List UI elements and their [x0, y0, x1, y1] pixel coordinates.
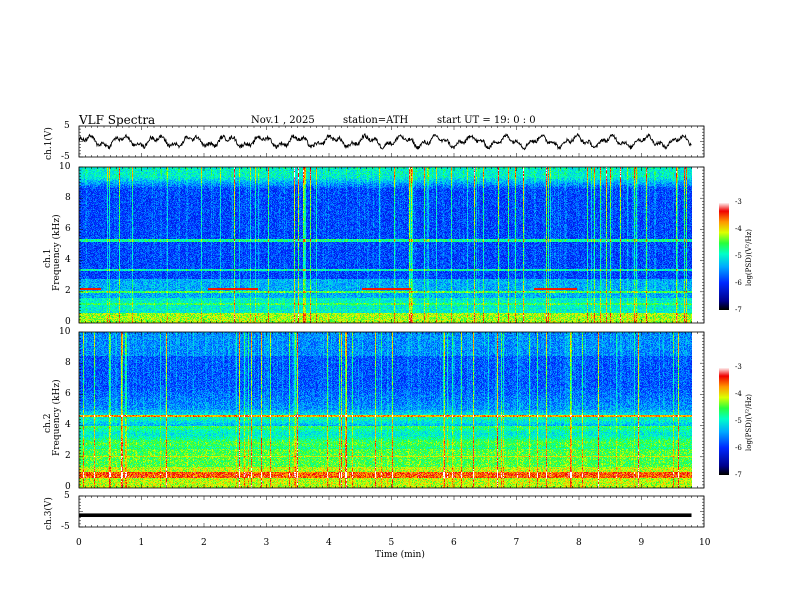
- ch2-spectrogram-frame: [78, 331, 705, 489]
- ch3-ytick-top: 5: [64, 491, 70, 501]
- ch1-spectrogram-frame: [78, 166, 705, 324]
- x-tick-label: 7: [513, 538, 520, 548]
- ch1-spectrogram-image: [79, 167, 693, 323]
- spec2-ytick: 10: [59, 327, 71, 337]
- spec1-ytick: 0: [65, 317, 71, 327]
- spec1-ytick: 6: [65, 224, 71, 234]
- cb2-tick: -5: [735, 417, 742, 425]
- ch3-waveform-line: [79, 513, 692, 518]
- cb2-tick: -4: [735, 390, 742, 398]
- spec2-ytick: 0: [65, 482, 71, 492]
- x-tick-label: 0: [76, 538, 82, 548]
- x-tick-label: 9: [638, 538, 645, 548]
- cb1-tick: -7: [735, 306, 742, 314]
- x-tick-label: 8: [576, 538, 582, 548]
- x-tick-label: 5: [388, 538, 395, 548]
- spec2-ytick: 2: [65, 451, 71, 461]
- x-tick-label: 2: [201, 538, 207, 548]
- cb2-tick: -7: [735, 471, 742, 479]
- ch3-waveform-ylabel: ch.3(V): [44, 497, 54, 530]
- spec1-ylabel: Frequency (kHz): [52, 214, 62, 291]
- spec2-ytick: 8: [65, 358, 71, 368]
- ch1-ytick-bottom: -5: [61, 152, 70, 162]
- start-time-label: start UT = 19: 0 : 0: [437, 115, 536, 126]
- spec1-ytick: 4: [65, 255, 71, 265]
- ch3-waveform-frame: [78, 495, 705, 528]
- spec2-ylabel: Frequency (kHz): [52, 379, 62, 456]
- x-tick-label: 1: [138, 538, 145, 548]
- cb1-label: log(PSD)(V²/Hz): [745, 229, 753, 286]
- spec2-ytick: 6: [65, 389, 71, 399]
- spec2-ytick: 4: [65, 420, 71, 430]
- cb1-tick: -6: [735, 279, 742, 287]
- cb1-tick: -4: [735, 225, 742, 233]
- ch1-ytick-top: 5: [64, 121, 70, 131]
- cb2-label: log(PSD)(V²/Hz): [745, 394, 753, 451]
- plot-title: VLF Spectra: [79, 113, 156, 127]
- cb2-tick: -6: [735, 444, 742, 452]
- ch3-ytick-bottom: -5: [61, 522, 70, 532]
- x-tick-label: 6: [451, 538, 457, 548]
- x-tick-label: 4: [326, 538, 332, 548]
- station-label: station=ATH: [343, 115, 409, 126]
- x-tick-label: 10: [699, 538, 711, 548]
- ch2-colorbar: [719, 367, 729, 475]
- ch2-spectrogram-image: [79, 332, 693, 488]
- spec1-ytick: 10: [59, 162, 71, 172]
- cb2-tick: -3: [735, 363, 742, 371]
- cb1-tick: -5: [735, 252, 742, 260]
- x-axis-label: Time (min): [375, 550, 425, 560]
- ch1-waveform-ylabel: ch.1(V): [44, 127, 54, 160]
- ch1-waveform-line: [78, 132, 692, 151]
- date-label: Nov.1 , 2025: [251, 115, 315, 126]
- spec1-ytick: 2: [65, 286, 71, 296]
- x-tick-label: 3: [263, 538, 270, 548]
- spec1-ytick: 8: [65, 193, 71, 203]
- ch1-colorbar: [719, 202, 729, 310]
- cb1-tick: -3: [735, 198, 742, 206]
- ch1-waveform-frame: [78, 125, 705, 158]
